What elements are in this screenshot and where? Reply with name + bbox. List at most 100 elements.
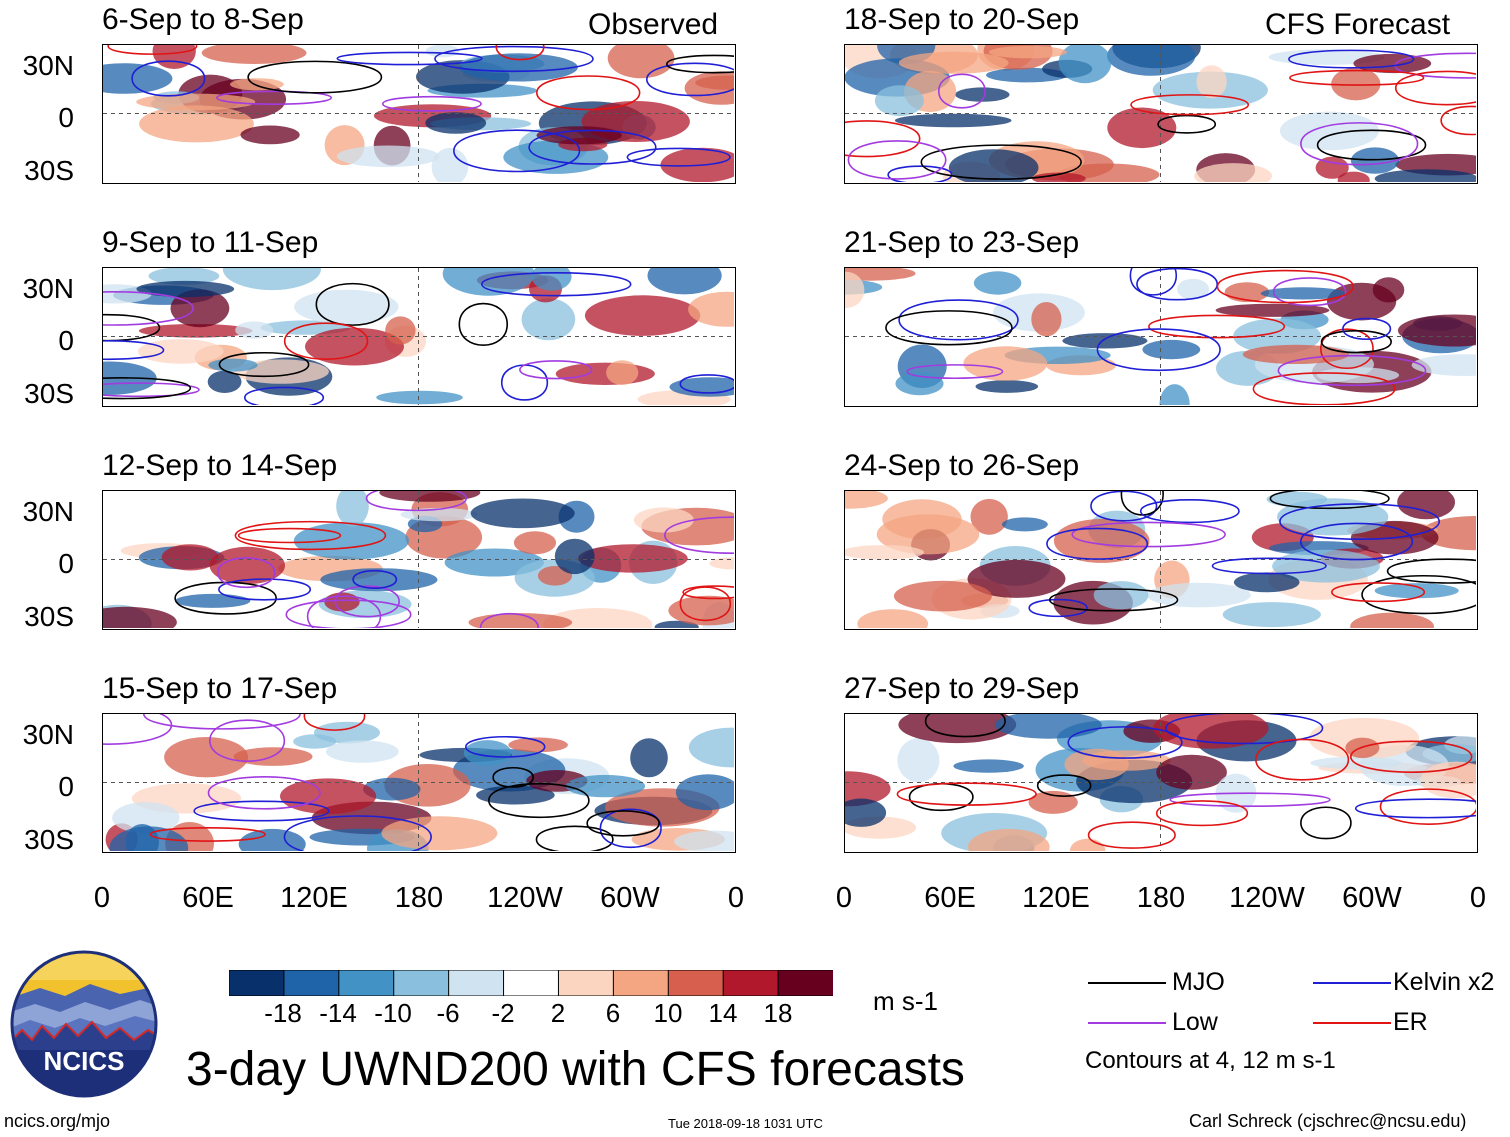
panel-title: 18-Sep to 20-Sep — [844, 3, 1080, 36]
contour-line — [599, 808, 662, 848]
contour-line — [1300, 122, 1419, 166]
wind-anomaly-blob — [893, 580, 992, 612]
contour-line — [937, 73, 986, 109]
lon-label: 0 — [1469, 882, 1487, 914]
contour-line — [495, 45, 545, 61]
wind-anomaly-blob — [876, 514, 980, 555]
wind-anomaly-blob — [688, 291, 734, 327]
contour-line — [306, 595, 382, 628]
footer-url[interactable]: ncics.org/mjo — [4, 1111, 111, 1131]
legend-note: Contours at 4, 12 m s-1 — [1085, 1047, 1336, 1074]
contour-line — [193, 800, 330, 822]
contour-line — [1394, 52, 1476, 79]
wind-anomaly-blob — [688, 727, 734, 768]
wind-anomaly-blob — [201, 45, 307, 64]
contour-line — [1048, 588, 1179, 612]
contour-line — [896, 782, 1037, 806]
wind-anomaly-blob — [209, 546, 285, 585]
contour-line — [107, 45, 198, 55]
wind-anomaly-blob — [674, 830, 734, 851]
lat-label-0: 0 — [58, 548, 74, 579]
wind-anomaly-blob — [376, 390, 463, 405]
map-plot — [845, 268, 1476, 405]
contour-line — [1440, 105, 1476, 136]
wind-anomaly-blob — [470, 498, 575, 529]
lat-label-0: 0 — [58, 102, 74, 133]
lat-label-30s: 30S — [24, 824, 74, 855]
contour-line — [1255, 738, 1350, 781]
map-plot — [845, 45, 1476, 182]
wind-anomaly-blob — [1070, 838, 1106, 851]
contour-line — [535, 75, 641, 111]
legend-label-low: Low — [1172, 1008, 1218, 1036]
contour-line — [479, 612, 540, 628]
contour-line — [283, 322, 369, 360]
panel-title: 12-Sep to 14-Sep — [102, 449, 338, 482]
wind-anomaly-blob — [136, 280, 235, 298]
contour-line — [209, 719, 286, 762]
wind-anomaly-blob — [874, 85, 924, 117]
contour-line — [1148, 314, 1286, 339]
wind-anomaly-blob — [975, 380, 1039, 393]
legend-line-kelvin — [1313, 982, 1391, 984]
wind-anomaly-blob — [240, 125, 300, 145]
wind-anomaly-blob — [379, 491, 481, 502]
wind-anomaly-blob — [1350, 612, 1434, 628]
lon-label: 60E — [924, 882, 976, 914]
contour-line — [103, 291, 194, 326]
contour-line — [920, 144, 1082, 180]
contour-line — [103, 313, 161, 342]
colorbar-swatch — [448, 970, 505, 996]
colorbar-label: 14 — [708, 998, 738, 1028]
contour-line — [1087, 821, 1176, 849]
wind-anomaly-blob — [1350, 147, 1400, 174]
contour-line — [519, 360, 593, 380]
panel-title: 27-Sep to 29-Sep — [844, 672, 1080, 705]
contour-line — [1120, 491, 1164, 516]
lat-label-30n: 30N — [22, 496, 74, 527]
map-field — [102, 713, 736, 853]
legend-line-mjo — [1088, 982, 1166, 984]
wind-anomaly-blob — [336, 145, 440, 168]
lat-label-30n: 30N — [22, 719, 74, 750]
wind-anomaly-blob — [606, 360, 639, 385]
wind-anomaly-blob — [675, 774, 734, 811]
panel-title: 6-Sep to 8-Sep — [102, 3, 304, 36]
lon-label: 180 — [394, 882, 444, 914]
contour-line — [1289, 69, 1425, 86]
contour-line — [103, 340, 165, 361]
wind-anomaly-blob — [973, 271, 1022, 295]
wind-anomaly-blob — [1001, 517, 1048, 532]
wind-anomaly-blob — [385, 316, 416, 345]
map-field — [844, 267, 1478, 407]
contour-line — [666, 54, 734, 74]
wind-anomaly-blob — [521, 298, 576, 341]
wind-anomaly-blob — [897, 738, 940, 783]
contour-line — [626, 147, 731, 167]
wind-anomaly-blob — [1196, 65, 1227, 99]
contour-line — [334, 585, 400, 618]
wind-anomaly-blob — [898, 51, 1009, 74]
wind-anomaly-blob — [894, 113, 1012, 128]
contour-line — [1386, 558, 1476, 584]
wind-anomaly-blob — [948, 149, 1039, 182]
contour-line — [500, 364, 549, 401]
wind-anomaly-blob — [1233, 572, 1300, 593]
colorbar-label: -14 — [319, 998, 357, 1028]
wind-anomaly-blob — [1411, 354, 1476, 376]
contour-line — [103, 377, 192, 400]
colorbar-label: -6 — [436, 998, 460, 1028]
contour-line — [1157, 114, 1217, 134]
colorbar-label: 10 — [653, 998, 683, 1028]
wind-anomaly-blob — [845, 771, 891, 807]
map-field — [102, 44, 736, 184]
wind-anomaly-blob — [175, 593, 251, 608]
contour-line — [1300, 806, 1352, 840]
panel-tag-observed: Observed — [588, 8, 719, 41]
contour-line — [1331, 582, 1426, 603]
footer-credit[interactable]: Carl Schreck (cjschrec@ncsu.edu) — [1189, 1111, 1467, 1131]
wind-anomaly-blob — [1031, 302, 1062, 337]
main-title: 3-day UWND200 with CFS forecasts — [186, 1043, 965, 1096]
wind-anomaly-blob — [554, 538, 595, 575]
contour-line — [1394, 70, 1476, 106]
